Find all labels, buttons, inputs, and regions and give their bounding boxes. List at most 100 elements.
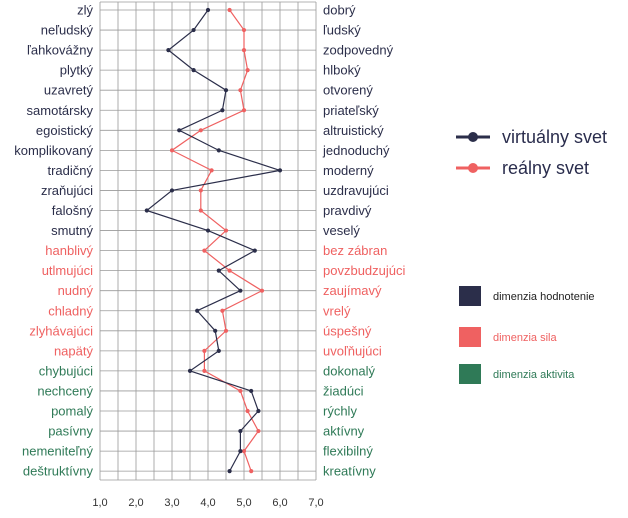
data-point [277,168,283,173]
row-label-left: chybujúci [39,363,93,378]
data-point [198,188,203,193]
data-point [227,268,232,273]
data-point [205,7,211,13]
data-point [245,68,250,73]
row-label-left: chladný [48,303,93,318]
row-label-left: pomalý [51,404,93,419]
row-label-right: veselý [323,223,360,238]
row-label-right: jednoduchý [322,143,390,158]
row-label-left: deštruktívny [23,464,94,479]
row-label-right: aktívny [323,424,365,439]
data-point [169,148,175,153]
data-point [256,428,261,434]
row-label-right: ľudský [323,23,361,38]
row-label-left: komplikovaný [14,143,93,158]
row-label-right: zodpovedný [323,43,394,58]
row-label-right: žiadúci [323,383,364,398]
data-point [144,208,149,213]
data-point [166,48,171,53]
data-point [177,128,182,133]
row-label-right: flexibilný [323,444,373,459]
x-tick-label: 6,0 [272,497,287,509]
data-point [216,148,221,153]
row-label-right: povzbudzujúci [323,263,405,278]
row-label-right: bez zábran [323,243,387,258]
group-swatch [459,286,481,306]
data-point [249,469,254,474]
data-point [241,449,247,454]
data-point [256,408,261,414]
row-label-right: pravdivý [323,203,372,218]
row-label-left: falošný [52,203,94,218]
data-point [238,88,243,93]
data-point [241,27,247,33]
group-label: dimenzia aktivita [493,369,575,381]
row-label-left: ľahkovážny [27,43,93,58]
group-label: dimenzia sila [493,332,557,344]
x-tick-label: 3,0 [164,497,179,509]
data-point [213,328,218,333]
row-label-left: smutný [51,223,93,238]
row-label-right: dobrý [323,3,356,18]
row-label-right: kreatívny [323,464,376,479]
data-point [191,68,196,73]
row-label-right: altruistický [323,123,384,138]
x-tick-label: 2,0 [128,497,143,509]
row-label-right: hlboký [323,63,361,78]
data-point [191,27,196,33]
data-point [198,128,203,133]
data-point [205,228,211,233]
row-label-left: utlmujúci [42,263,93,278]
row-label-left: zlý [77,3,93,18]
row-label-right: dokonalý [323,363,376,378]
row-label-left: samotársky [27,103,94,118]
x-tick-label: 1,0 [92,497,107,509]
legend-marker [468,132,478,142]
data-point [202,348,207,353]
data-point [223,328,229,333]
data-point [227,469,232,474]
group-swatch [459,327,481,347]
data-point [220,108,225,113]
row-label-left: zraňujúci [41,183,93,198]
data-point [238,388,243,394]
row-label-right: otvorený [323,83,373,98]
data-point [227,7,232,13]
data-point [241,48,247,53]
row-label-right: rýchly [323,404,357,419]
row-label-left: egoistický [36,123,94,138]
x-tick-label: 5,0 [236,497,251,509]
series-line [170,9,264,472]
row-label-left: tradičný [47,163,93,178]
series-line [145,9,281,472]
legend-label: virtuálny svet [502,127,607,147]
data-point [223,228,229,233]
data-point [241,108,247,113]
data-point [195,308,200,313]
data-point [187,368,193,373]
row-label-left: neľudský [41,23,94,38]
row-label-right: úspešný [323,323,372,338]
row-label-right: moderný [323,163,374,178]
data-point [238,428,243,434]
row-label-right: uzdravujúci [323,183,389,198]
row-label-left: uzavretý [44,83,94,98]
x-tick-label: 7,0 [308,497,323,509]
row-label-left: nemeniteľný [22,444,93,459]
row-label-left: nudný [58,283,94,298]
data-point [169,188,175,193]
row-label-left: pasívny [48,424,93,439]
group-swatch [459,364,481,384]
data-point [245,408,250,414]
data-point [198,208,203,213]
legend-marker [468,163,478,173]
row-label-left: hanblivý [45,243,93,258]
row-label-left: zlyhávajúci [29,323,93,338]
x-tick-label: 4,0 [200,497,215,509]
row-label-right: priateľský [323,103,379,118]
data-point [202,368,207,373]
data-point [238,449,243,454]
data-point [259,288,265,293]
